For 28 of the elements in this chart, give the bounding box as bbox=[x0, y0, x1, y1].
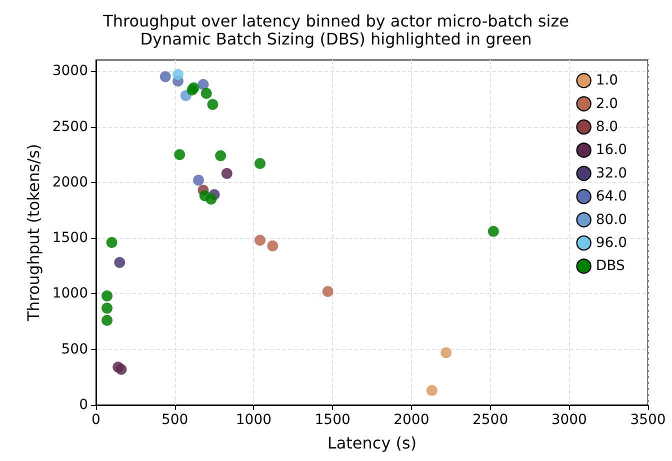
y-tick-label: 1500 bbox=[52, 230, 88, 246]
x-tick-label: 500 bbox=[161, 412, 188, 428]
legend-label: 2.0 bbox=[596, 96, 618, 112]
legend-label: DBS bbox=[596, 258, 625, 274]
x-tick-label: 3500 bbox=[630, 412, 666, 428]
y-tick-label: 500 bbox=[61, 341, 88, 358]
legend-label: 96.0 bbox=[596, 235, 627, 251]
x-tick-label: 1000 bbox=[236, 412, 272, 428]
chart-subtitle: Dynamic Batch Sizing (DBS) highlighted in green bbox=[140, 30, 532, 48]
legend-label: 16.0 bbox=[596, 142, 627, 158]
legend-label: 80.0 bbox=[596, 212, 627, 228]
legend-label: 32.0 bbox=[596, 165, 627, 182]
y-tick-label: 1000 bbox=[52, 286, 88, 302]
y-tick-label: 3000 bbox=[52, 63, 88, 80]
x-tick-label: 1500 bbox=[314, 412, 350, 428]
x-tick-label: 0 bbox=[92, 412, 100, 428]
x-axis-title: Latency (s) bbox=[327, 434, 417, 452]
x-tick-label: 2000 bbox=[394, 412, 430, 428]
x-tick-label: 2500 bbox=[472, 412, 508, 428]
legend-label: 8.0 bbox=[596, 119, 618, 135]
y-tick-label: 2500 bbox=[52, 118, 88, 135]
y-tick-label: 0 bbox=[79, 397, 88, 413]
y-tick-label: 2000 bbox=[52, 174, 88, 190]
legend-label: 64.0 bbox=[596, 188, 627, 205]
y-axis-title: Throughput (tokens/s) bbox=[24, 144, 43, 322]
legend-label: 1.0 bbox=[596, 72, 618, 89]
x-tick-label: 3000 bbox=[551, 412, 587, 428]
chart-title: Throughput over latency binned by actor micro-batch size bbox=[102, 12, 569, 30]
